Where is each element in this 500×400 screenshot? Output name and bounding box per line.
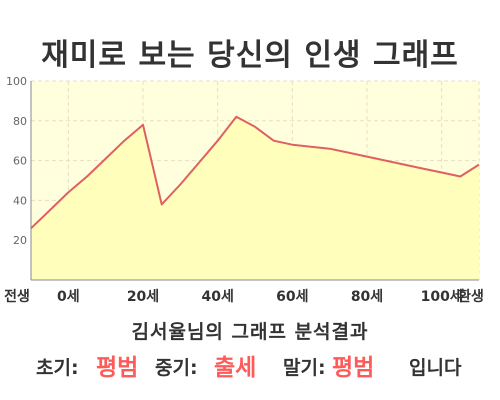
x-tick-label: 100세 <box>421 289 463 305</box>
mid-value: 출세 <box>214 355 257 381</box>
x-tick-label: 환생 <box>458 288 484 305</box>
early-label: 초기: <box>36 357 79 379</box>
page-title: 재미로 보는 당신의 인생 그래프 <box>41 38 459 73</box>
y-tick-label: 40 <box>13 194 27 207</box>
y-tick-label: 20 <box>13 234 27 247</box>
x-tick-label: 0세 <box>57 289 80 305</box>
result-ending: 입니다 <box>409 357 462 379</box>
x-tick-label: 40세 <box>201 289 233 305</box>
x-tick-label: 20세 <box>127 289 159 305</box>
y-tick-label: 80 <box>13 115 27 128</box>
late-label: 말기: <box>283 357 326 379</box>
mid-label: 중기: <box>155 357 198 379</box>
x-tick-label: 전생 <box>4 288 30 305</box>
x-tick-label: 80세 <box>351 289 383 305</box>
late-value: 평범 <box>332 355 375 381</box>
analysis-subtitle: 김서율님의 그래프 분석결과 <box>131 321 369 343</box>
x-tick-label: 60세 <box>276 289 308 305</box>
early-value: 평범 <box>96 355 139 381</box>
analysis-result: 초기: 평범 중기: 출세 말기: 평범 입니다 <box>0 345 500 381</box>
y-tick-label: 100 <box>6 75 27 88</box>
series-line <box>30 115 480 230</box>
y-tick-label: 60 <box>13 155 27 168</box>
